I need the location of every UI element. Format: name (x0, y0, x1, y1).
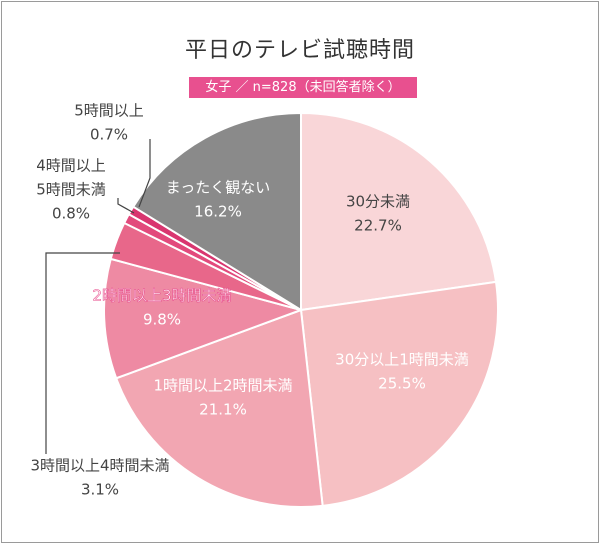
slice-value-label: 9.8% (143, 311, 181, 329)
slice-value-label: 22.7% (354, 217, 402, 235)
slice-value-label: 3.1% (81, 481, 119, 499)
slice-category-label: 5時間以上 (74, 102, 144, 120)
leader-line-4h-5h (117, 198, 135, 214)
slice-value-label: 0.8% (52, 205, 90, 223)
leader-line-5h-plus (138, 139, 151, 208)
slice-value-label: 0.7% (90, 126, 128, 144)
slice-value-label: 21.1% (199, 401, 247, 419)
chart-title: 平日のテレビ試聴時間 (184, 38, 415, 63)
slice-category-label: 5時間未満 (36, 181, 106, 199)
pie-slice (103, 257, 305, 380)
leader-line-3h-4h (45, 252, 120, 454)
slice-category-label: 30分以上1時間未満 (335, 351, 469, 369)
slice-category-label: 4時間以上 (36, 157, 106, 175)
slice-category-label: 30分未満 (346, 193, 410, 211)
slice-category-label: 1時間以上2時間未満 (153, 377, 292, 395)
pie-slice (131, 111, 302, 312)
slice-category-label: まったく観ない (166, 179, 270, 197)
pie-slice (300, 111, 498, 312)
slice-value-label: 25.5% (378, 375, 426, 393)
slice-category-label: 2時間以上3時間未満 (92, 287, 231, 305)
slice-value-label: 16.2% (194, 203, 242, 221)
chart-subtitle: 女子 ／ n=828（未回答者除く） (189, 77, 417, 98)
pie-slice (299, 280, 499, 507)
slice-category-label: 3時間以上4時間未満 (30, 457, 169, 475)
